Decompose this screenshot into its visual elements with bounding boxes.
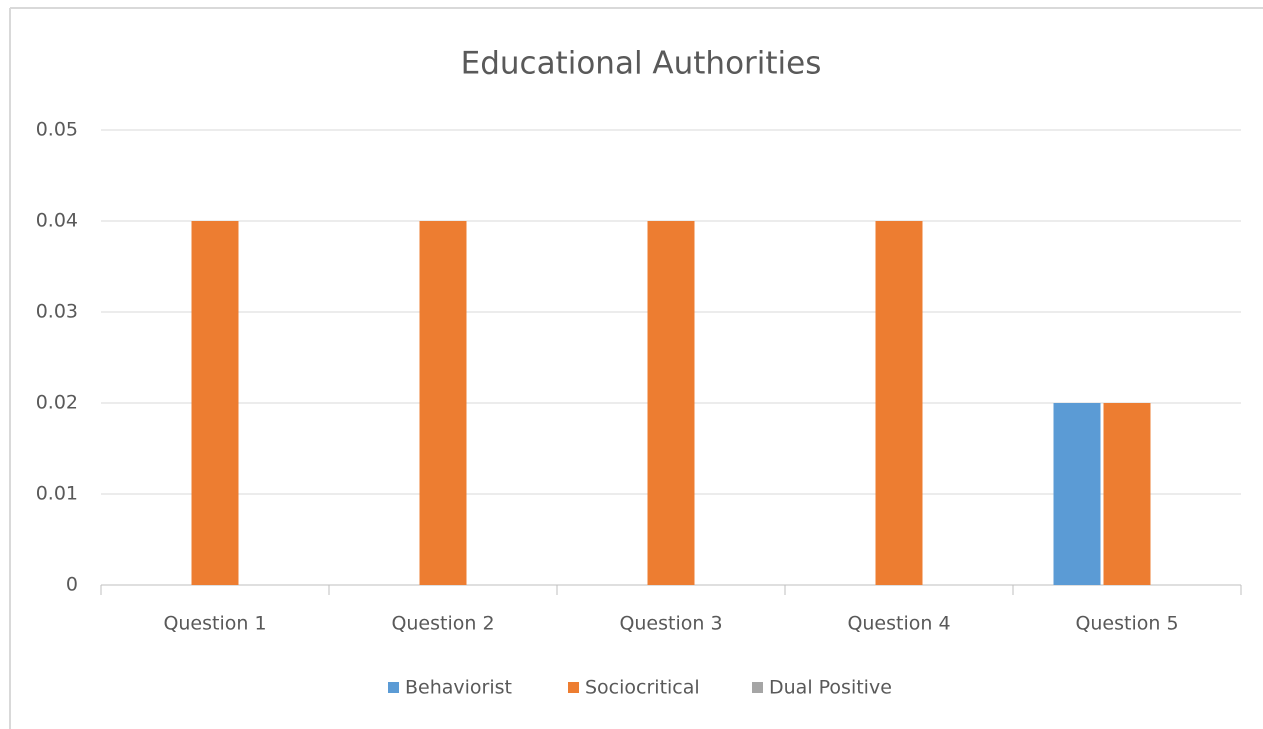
legend-swatch: [568, 682, 579, 693]
bar: [191, 221, 239, 585]
chart-title: Educational Authorities: [461, 46, 822, 82]
bar: [419, 221, 467, 585]
bar: [875, 221, 923, 585]
legend-swatch: [752, 682, 763, 693]
y-tick-label: 0.03: [36, 301, 78, 323]
x-tick-label: Question 1: [163, 613, 266, 635]
legend-label: Behaviorist: [405, 677, 512, 699]
legend-swatch: [388, 682, 399, 693]
x-tick-label: Question 4: [847, 613, 950, 635]
x-tick-label: Question 2: [391, 613, 494, 635]
y-tick-label: 0.02: [36, 392, 78, 414]
x-tick-label: Question 5: [1075, 613, 1178, 635]
bar: [1053, 403, 1101, 585]
bar: [647, 221, 695, 585]
bar: [1103, 403, 1151, 585]
y-tick-label: 0: [66, 574, 78, 596]
legend-label: Sociocritical: [585, 677, 700, 699]
y-tick-label: 0.01: [36, 483, 78, 505]
y-tick-label: 0.04: [36, 210, 78, 232]
x-tick-label: Question 3: [619, 613, 722, 635]
legend-label: Dual Positive: [769, 677, 892, 699]
y-tick-label: 0.05: [36, 119, 78, 141]
